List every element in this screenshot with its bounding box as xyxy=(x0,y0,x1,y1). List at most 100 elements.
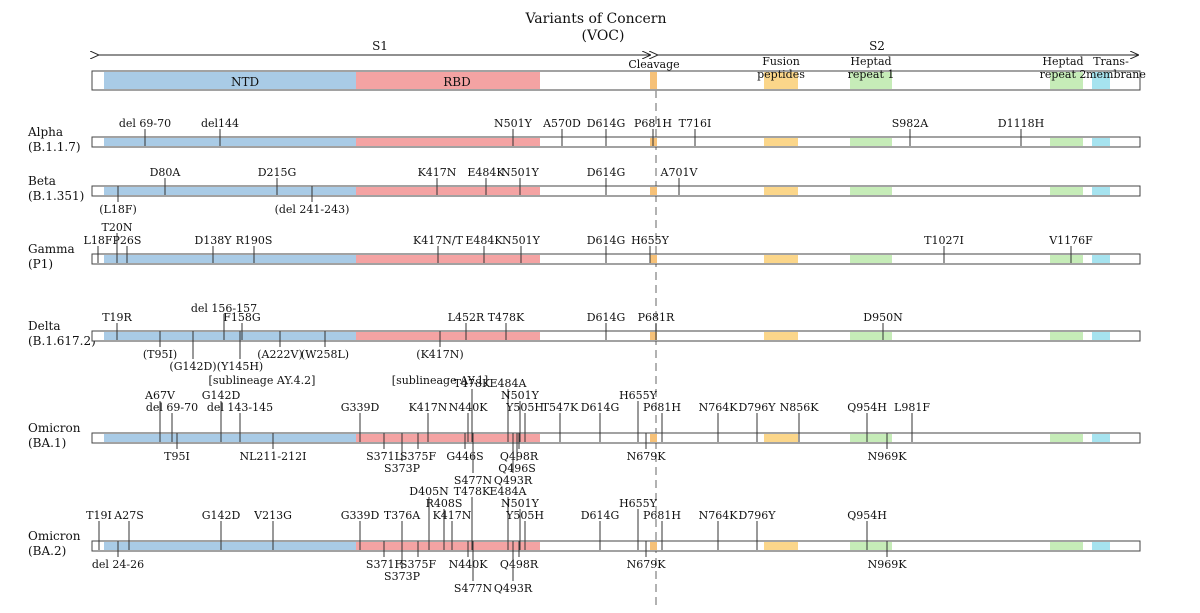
mutation-label: (Y145H) xyxy=(217,360,263,373)
variant-bar-ntd-segment xyxy=(104,255,356,263)
mutation-label: S373P xyxy=(384,462,421,475)
variant-bar xyxy=(91,136,1141,148)
mutation-label: L981F xyxy=(894,401,930,414)
mutation-label: D138Y xyxy=(194,234,232,247)
mutation-label: del 143-145 xyxy=(207,401,273,414)
variant-bar-ntd-segment xyxy=(104,542,356,550)
variant-bar-rbd-segment xyxy=(356,434,540,442)
variant-bar-rbd-segment xyxy=(356,138,540,146)
variant-bar-heptad-2-segment xyxy=(1050,434,1083,442)
variant-bar-heptad-1-segment xyxy=(850,187,892,195)
mutation-label: N501Y xyxy=(494,117,533,130)
mutation-label: G142D xyxy=(202,509,241,522)
s2-label: S2 xyxy=(869,39,885,53)
variant-rows: Alpha(B.1.1.7) del 69-70 del144 N501Y A570D D… xyxy=(27,117,1141,595)
heptad-2-label-line2: repeat 2 xyxy=(1040,68,1087,81)
mutation-label: Q954H xyxy=(847,401,887,414)
variant-bar-heptad-2-segment xyxy=(1050,542,1083,550)
mutation-label: NL211-212I xyxy=(240,450,307,463)
variant-bar-heptad-2-segment xyxy=(1050,255,1083,263)
variant-bar-fusion-segment xyxy=(764,255,798,263)
mutation-label: del 24-26 xyxy=(92,558,144,571)
mutation-label: (A222V) xyxy=(257,348,302,361)
variant-bar-cleavage-segment xyxy=(650,187,657,195)
variant-bar-heptad-2-segment xyxy=(1050,187,1083,195)
heptad-1-label-line1: Heptad xyxy=(850,55,891,68)
mutation-label: H655Y xyxy=(631,234,670,247)
variant-bar-heptad-1-segment xyxy=(850,332,892,340)
mutation-label: L452R xyxy=(448,311,485,324)
mutation-label: (T95I) xyxy=(143,348,177,361)
mutation-label: V213G xyxy=(253,509,292,522)
mutation-label: A701V xyxy=(660,166,699,179)
mutation-label: H655Y xyxy=(619,497,658,510)
mutation-label: D614G xyxy=(587,166,626,179)
mutation-label: T95I xyxy=(164,450,190,463)
variant-lineage: (BA.1) xyxy=(28,436,66,450)
ntd-label: NTD xyxy=(231,75,259,89)
mutation-label: S375F xyxy=(400,450,437,463)
mutation-label: del 156-157 xyxy=(191,302,257,315)
variant-bar-ntd-segment xyxy=(104,332,356,340)
variant-name: Alpha xyxy=(27,125,63,139)
mutation-label: Q496S xyxy=(498,462,536,475)
mutation-label: N440K xyxy=(449,401,489,414)
variant-bar-heptad-1-segment xyxy=(850,138,892,146)
variant-bar xyxy=(91,253,1141,265)
variant-bar-fusion-segment xyxy=(764,542,798,550)
mutation-label: E484A xyxy=(490,485,528,498)
mutation-label: N679K xyxy=(627,450,667,463)
mutation-label: K417N xyxy=(418,166,457,179)
variant-bar-fusion-segment xyxy=(764,187,798,195)
mutation-label: L18F xyxy=(84,234,113,247)
mutation-label: Q498R xyxy=(500,558,539,571)
variant-bar-transmembrane-segment xyxy=(1092,332,1110,340)
mutation-label: D614G xyxy=(587,234,626,247)
diagram-title: Variants of Concern xyxy=(524,11,666,27)
mutation-label: D614G xyxy=(587,311,626,324)
variant-name: Gamma xyxy=(28,242,75,256)
variant-bar-heptad-1-segment xyxy=(850,542,892,550)
mutation-label: N764K xyxy=(699,509,739,522)
mutation-label: S477N xyxy=(454,582,493,595)
variant-bar xyxy=(91,540,1141,552)
variant-bar-rbd-segment xyxy=(356,542,540,550)
mutation-label: S373P xyxy=(384,570,421,583)
mutation-label: D950N xyxy=(863,311,903,324)
rbd-label: RBD xyxy=(443,75,470,89)
mutation-label: N501Y xyxy=(501,166,540,179)
cleavage-label: Cleavage xyxy=(628,58,679,71)
variant-lineage: (BA.2) xyxy=(28,544,66,558)
variant-bar-heptad-2-segment xyxy=(1050,138,1083,146)
mutation-label: T19R xyxy=(102,311,132,324)
variant-bar-transmembrane-segment xyxy=(1092,255,1110,263)
heptad-repeat-1-region xyxy=(850,72,892,89)
mutation-label: K417N xyxy=(433,509,472,522)
ntd-region xyxy=(104,72,356,89)
mutation-label: G446S xyxy=(446,450,483,463)
mutation-label: V1176F xyxy=(1048,234,1093,247)
transmembrane-label-line1: Trans- xyxy=(1093,55,1129,68)
sublineage-note: [sublineage AY.4.2] xyxy=(209,374,316,387)
mutation-label: Q954H xyxy=(847,509,887,522)
mutation-label: S982A xyxy=(892,117,930,130)
variant-bar-ntd-segment xyxy=(104,187,356,195)
variant-bar-cleavage-segment xyxy=(650,542,657,550)
variant-row: Alpha(B.1.1.7) del 69-70 del144 N501Y A570D D… xyxy=(27,117,1141,154)
variant-bar xyxy=(91,432,1141,444)
variant-bar-rbd-segment xyxy=(356,255,540,263)
mutation-label: (W258L) xyxy=(301,348,349,361)
mutation-label: D215G xyxy=(258,166,297,179)
mutation-label: del144 xyxy=(201,117,239,130)
mutation-label: S375F xyxy=(400,558,437,571)
mutation-label: T376A xyxy=(384,509,421,522)
mutation-label: T716I xyxy=(679,117,712,130)
mutation-label: T20N xyxy=(102,221,133,234)
variant-row: Omicron(BA.2) T19I A27S G142D V213G G339D T376… xyxy=(28,485,1141,595)
fusion-peptides-region xyxy=(764,72,798,89)
variant-bar-transmembrane-segment xyxy=(1092,138,1110,146)
mutation-label: Y505H xyxy=(505,509,544,522)
